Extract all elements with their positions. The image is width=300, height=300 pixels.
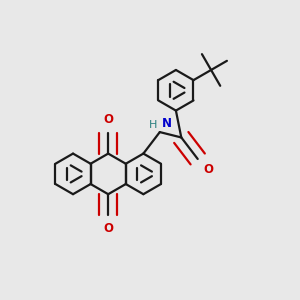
Text: O: O [103,113,113,126]
Text: H: H [148,120,157,130]
Text: O: O [103,222,113,235]
Text: O: O [203,163,213,176]
Text: N: N [162,117,172,130]
